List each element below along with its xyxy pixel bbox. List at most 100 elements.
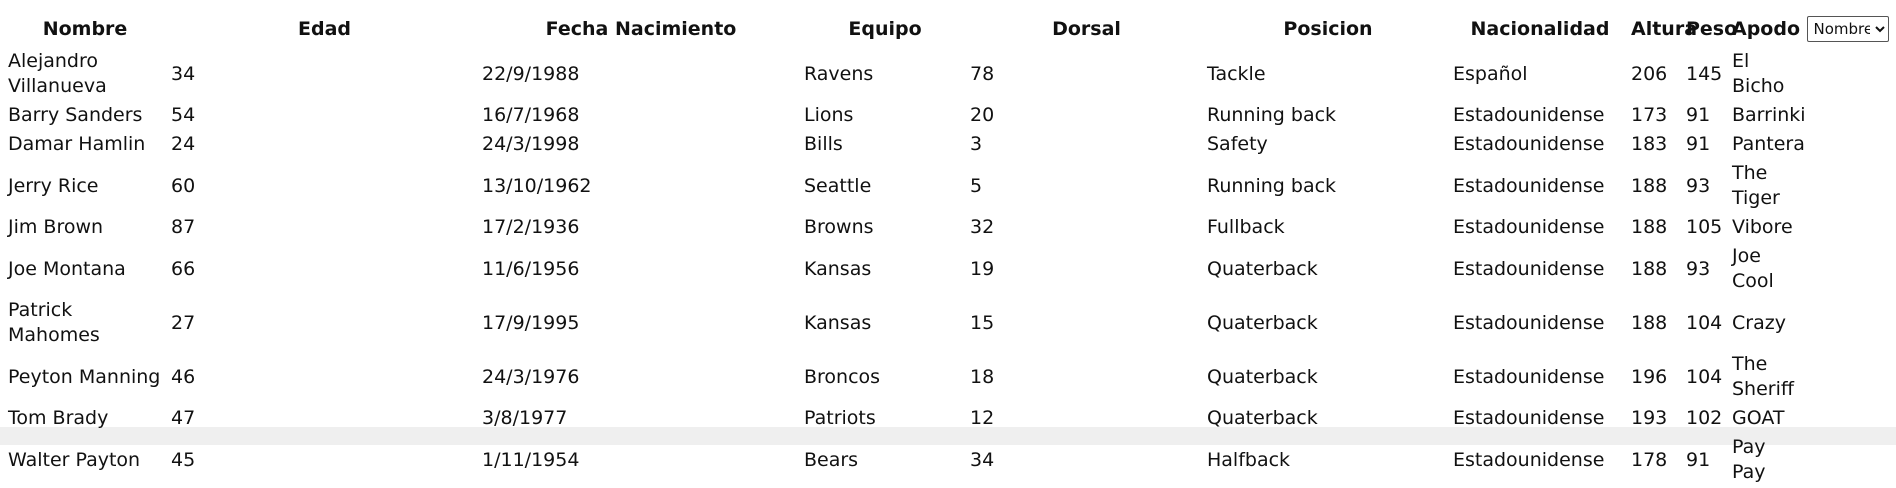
cell-equipo: Bears <box>804 448 859 471</box>
sort-select-cell: Nombre <box>1803 12 1892 46</box>
cell-altura: 188 <box>1631 257 1668 280</box>
cell-nombre: Patrick Mahomes <box>8 299 100 346</box>
header-fecha-nacimiento: Fecha Nacimiento <box>545 18 737 40</box>
horizontal-scrollbar[interactable] <box>0 427 1896 445</box>
cell-nacionalidad: Estadounidense <box>1453 365 1605 388</box>
cell-spacer <box>1803 214 1892 241</box>
cell-posicion: Quaterback <box>1207 257 1318 280</box>
table-row: Barry Sanders 54 16/7/1968 Lions 20 Running b… <box>2 102 1892 129</box>
cell-posicion: Quaterback <box>1207 311 1318 334</box>
cell-peso: 145 <box>1686 62 1723 85</box>
cell-apodo: The Tiger <box>1732 162 1780 209</box>
cell-nombre: Jerry Rice <box>8 174 99 197</box>
cell-equipo: Lions <box>804 104 854 126</box>
cell-fecha-nacimiento: 3/8/1977 <box>482 407 568 429</box>
cell-dorsal: 32 <box>970 216 995 238</box>
cell-posicion: Fullback <box>1207 216 1285 238</box>
cell-dorsal: 20 <box>970 104 995 126</box>
table-row: Patrick Mahomes 27 17/9/1995 Kansas 15 Quater… <box>2 297 1892 349</box>
cell-nacionalidad: Estadounidense <box>1453 448 1605 471</box>
cell-dorsal: 78 <box>970 62 995 85</box>
cell-spacer <box>1803 405 1892 432</box>
table-row: Damar Hamlin 24 24/3/1998 Bills 3 Safety Estad… <box>2 131 1892 158</box>
cell-posicion: Running back <box>1207 104 1337 126</box>
cell-spacer <box>1803 297 1892 349</box>
table-header-row: Nombre Edad Fecha Nacimiento Equipo Dors… <box>2 12 1892 46</box>
cell-peso: 105 <box>1686 216 1723 238</box>
cell-peso: 91 <box>1686 448 1711 471</box>
cell-spacer <box>1803 434 1892 486</box>
cell-posicion: Quaterback <box>1207 407 1318 429</box>
cell-fecha-nacimiento: 17/9/1995 <box>482 311 580 334</box>
table-row: Tom Brady 47 3/8/1977 Patriots 12 Quaterback E… <box>2 405 1892 432</box>
cell-nombre: Jim Brown <box>8 216 104 238</box>
header-dorsal: Dorsal <box>1052 18 1121 40</box>
cell-edad: 66 <box>171 257 196 280</box>
cell-peso: 104 <box>1686 311 1723 334</box>
cell-spacer <box>1803 243 1892 295</box>
cell-equipo: Bills <box>804 133 843 155</box>
cell-apodo: Barrinki <box>1732 104 1806 126</box>
cell-fecha-nacimiento: 13/10/1962 <box>482 174 592 197</box>
cell-peso: 93 <box>1686 257 1711 280</box>
cell-nacionalidad: Estadounidense <box>1453 216 1605 238</box>
cell-altura: 188 <box>1631 174 1668 197</box>
cell-nacionalidad: Estadounidense <box>1453 104 1605 126</box>
cell-edad: 46 <box>171 365 196 388</box>
cell-fecha-nacimiento: 24/3/1998 <box>482 133 580 155</box>
table-row: Jerry Rice 60 13/10/1962 Seattle 5 Running ba… <box>2 160 1892 212</box>
cell-edad: 34 <box>171 62 196 85</box>
cell-equipo: Broncos <box>804 365 881 388</box>
cell-apodo: The Sheriff <box>1732 353 1794 400</box>
cell-peso: 91 <box>1686 133 1711 155</box>
cell-altura: 173 <box>1631 104 1668 126</box>
cell-equipo: Seattle <box>804 174 872 197</box>
cell-nacionalidad: Estadounidense <box>1453 407 1605 429</box>
table-row: Walter Payton 45 1/11/1954 Bears 34 Halfback E… <box>2 434 1892 486</box>
cell-edad: 45 <box>171 448 196 471</box>
cell-equipo: Kansas <box>804 311 872 334</box>
header-edad: Edad <box>297 18 351 40</box>
header-peso: Peso <box>1686 18 1738 40</box>
cell-spacer <box>1803 160 1892 212</box>
header-nombre: Nombre <box>42 18 128 40</box>
cell-edad: 87 <box>171 216 196 238</box>
cell-spacer <box>1803 131 1892 158</box>
header-nacionalidad: Nacionalidad <box>1470 18 1610 40</box>
cell-posicion: Halfback <box>1207 448 1291 471</box>
cell-posicion: Running back <box>1207 174 1337 197</box>
cell-altura: 206 <box>1631 62 1668 85</box>
cell-edad: 47 <box>171 407 196 429</box>
cell-spacer <box>1803 48 1892 100</box>
header-apodo: Apodo <box>1732 18 1801 40</box>
cell-nombre: Damar Hamlin <box>8 133 146 155</box>
cell-spacer <box>1803 102 1892 129</box>
cell-dorsal: 5 <box>970 174 983 197</box>
cell-edad: 54 <box>171 104 196 126</box>
cell-equipo: Patriots <box>804 407 876 429</box>
cell-nombre: Joe Montana <box>8 257 126 280</box>
cell-edad: 60 <box>171 174 196 197</box>
cell-nombre: Alejandro Villanueva <box>8 50 107 97</box>
cell-apodo: GOAT <box>1732 407 1785 429</box>
cell-nacionalidad: Español <box>1453 62 1528 85</box>
header-posicion: Posicion <box>1283 18 1373 40</box>
sort-by-select[interactable]: Nombre <box>1806 16 1889 42</box>
cell-fecha-nacimiento: 17/2/1936 <box>482 216 580 238</box>
header-altura: Altura <box>1631 18 1698 40</box>
cell-peso: 91 <box>1686 104 1711 126</box>
table-row: Alejandro Villanueva 34 22/9/1988 Ravens 78 T… <box>2 48 1892 100</box>
cell-altura: 193 <box>1631 407 1668 429</box>
cell-dorsal: 34 <box>970 448 995 471</box>
cell-equipo: Kansas <box>804 257 872 280</box>
table-row: Peyton Manning 46 24/3/1976 Broncos 18 Quater… <box>2 351 1892 403</box>
cell-dorsal: 15 <box>970 311 995 334</box>
cell-fecha-nacimiento: 24/3/1976 <box>482 365 580 388</box>
cell-nacionalidad: Estadounidense <box>1453 133 1605 155</box>
cell-dorsal: 19 <box>970 257 995 280</box>
cell-nombre: Walter Payton <box>8 448 141 471</box>
table-row: Jim Brown 87 17/2/1936 Browns 32 Fullback Esta… <box>2 214 1892 241</box>
cell-altura: 188 <box>1631 216 1668 238</box>
cell-fecha-nacimiento: 11/6/1956 <box>482 257 580 280</box>
cell-nombre: Peyton Manning <box>8 365 161 388</box>
